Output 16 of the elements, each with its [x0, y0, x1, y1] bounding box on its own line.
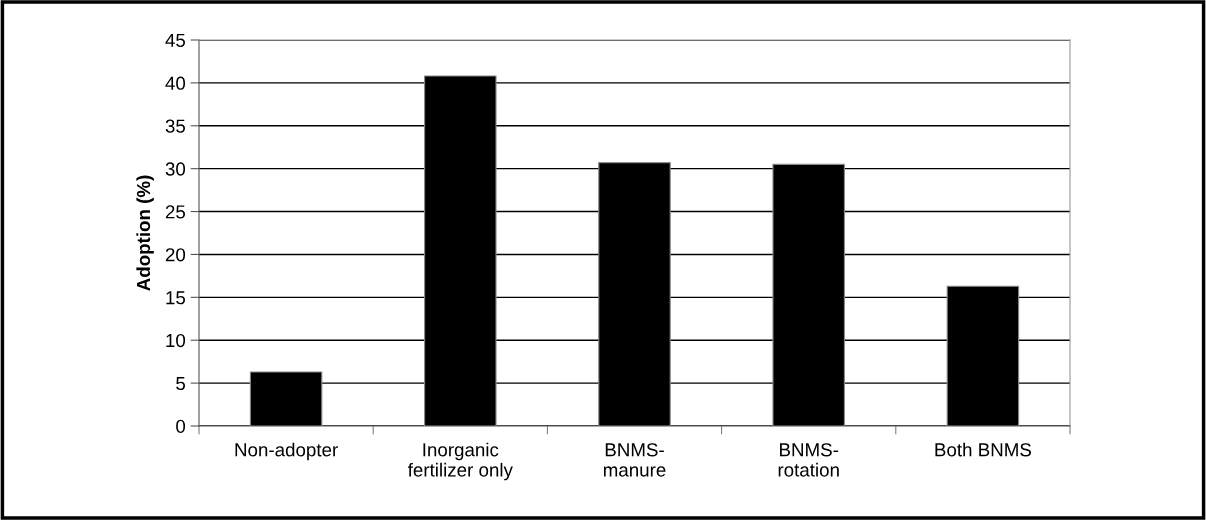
y-tick-label: 5: [176, 377, 186, 391]
y-tick-label: 45: [165, 33, 186, 47]
x-tick-label: BNMS- rotation: [778, 443, 839, 477]
x-tick-label: Non-adopter: [235, 442, 338, 461]
y-tick-label: 40: [165, 76, 186, 90]
y-tick-label: 15: [166, 291, 186, 305]
y-tick-label: 25: [165, 205, 186, 219]
y-tick-label: 35: [165, 119, 186, 133]
y-axis-title: Adoption (%): [136, 175, 154, 291]
y-tick-label: 0: [176, 419, 186, 433]
x-tick-label: Both BNMS: [935, 442, 1032, 457]
y-tick-label: 10: [166, 333, 186, 348]
y-tick-label: 20: [165, 248, 186, 262]
x-tick-label: Inorganic fertilizer only: [407, 442, 513, 481]
y-tick-label: 30: [165, 162, 186, 176]
x-tick-label: BNMS- manure: [603, 443, 666, 477]
